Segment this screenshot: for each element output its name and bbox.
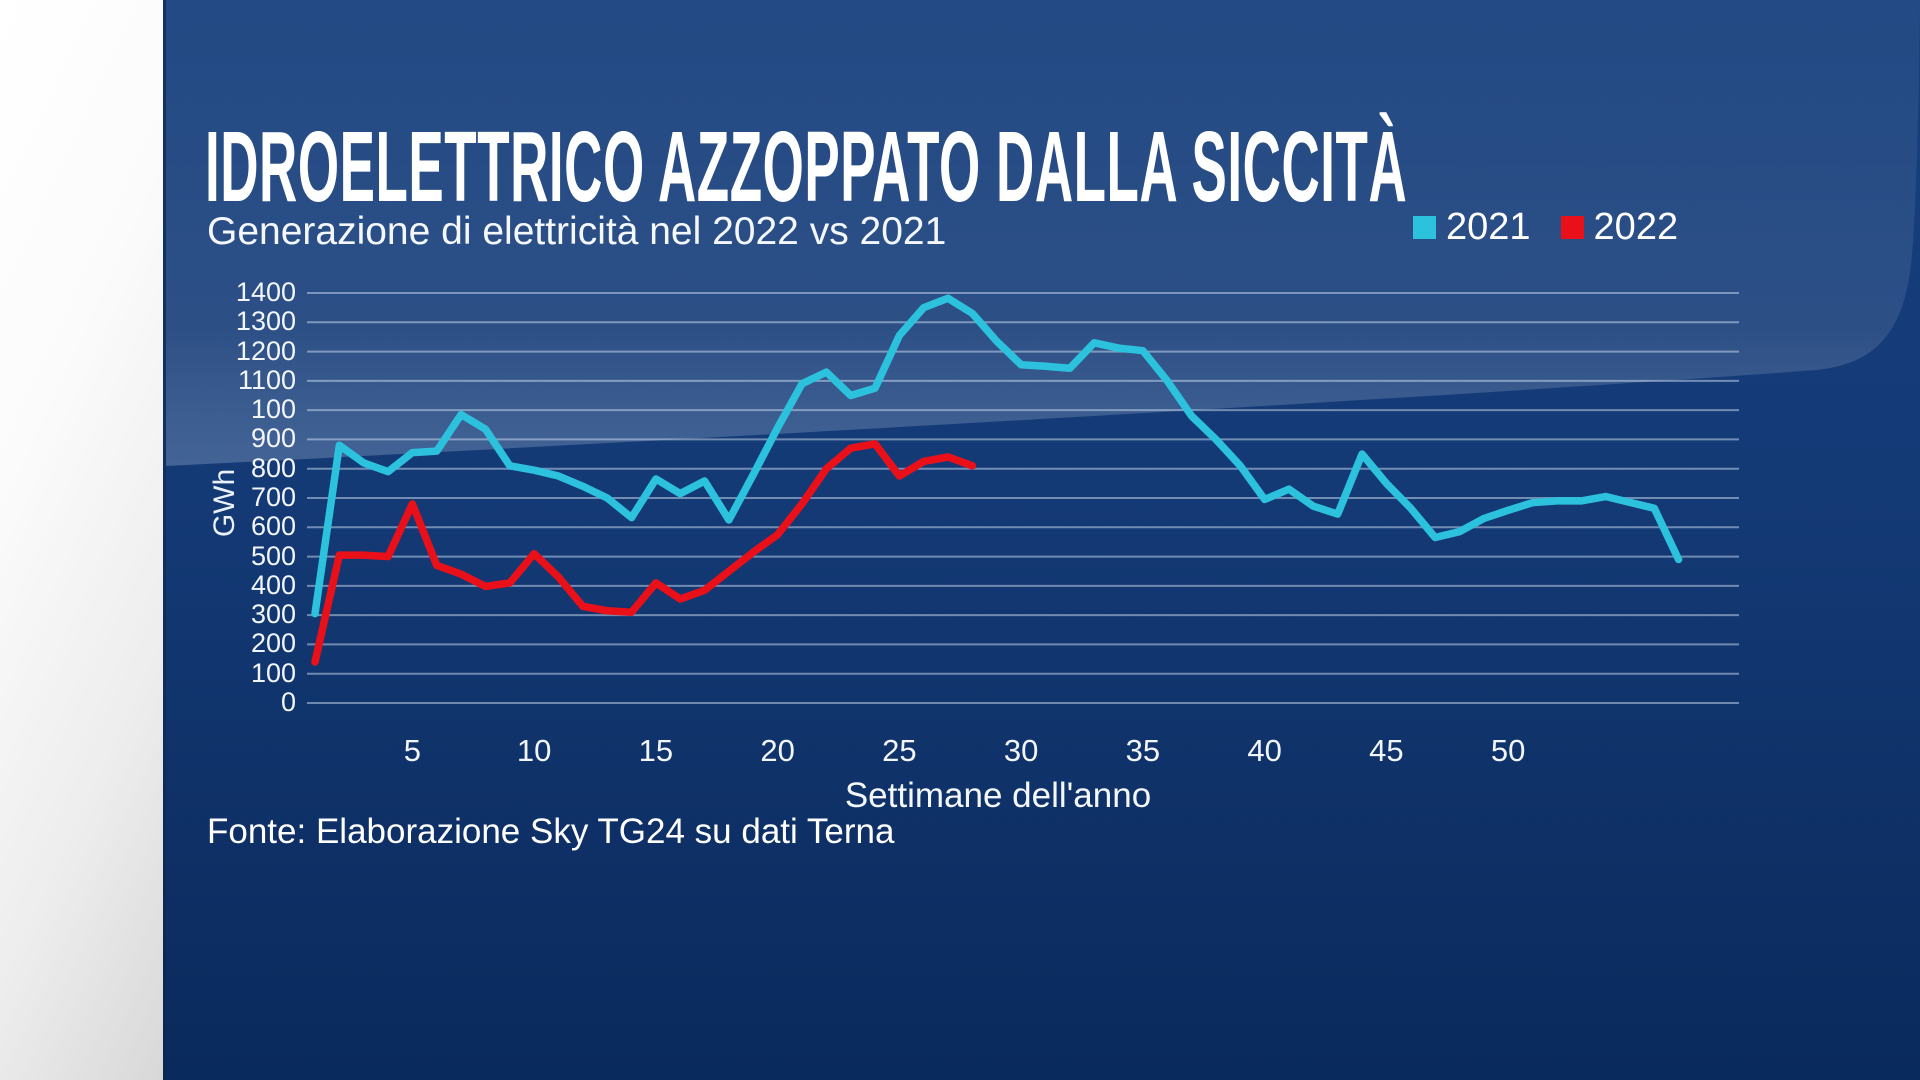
series-line-2021	[311, 294, 1683, 618]
series-line-2022	[311, 440, 977, 666]
source-note: Fonte: Elaborazione Sky TG24 su dati Ter…	[207, 812, 895, 851]
legend-label-2022: 2022	[1593, 206, 1679, 248]
legend-label-2021: 2021	[1446, 206, 1531, 248]
legend-item-2021: 2021	[1413, 206, 1531, 249]
y-axis-title: GWh	[208, 468, 241, 538]
legend-swatch-2022	[1560, 216, 1584, 239]
page-title: IDROELETTRICO AZZOPPATO DALLA SICCITÀ	[205, 111, 1408, 223]
legend-item-2022: 2022	[1560, 206, 1679, 249]
legend: 2021 2022	[1413, 206, 1678, 249]
chart-subtitle: Generazione di elettricità nel 2022 vs 2…	[207, 210, 947, 253]
legend-swatch-2021	[1413, 216, 1436, 239]
left-margin-strip	[0, 0, 163, 1080]
x-axis-title: Settimane dell'anno	[844, 776, 1152, 815]
